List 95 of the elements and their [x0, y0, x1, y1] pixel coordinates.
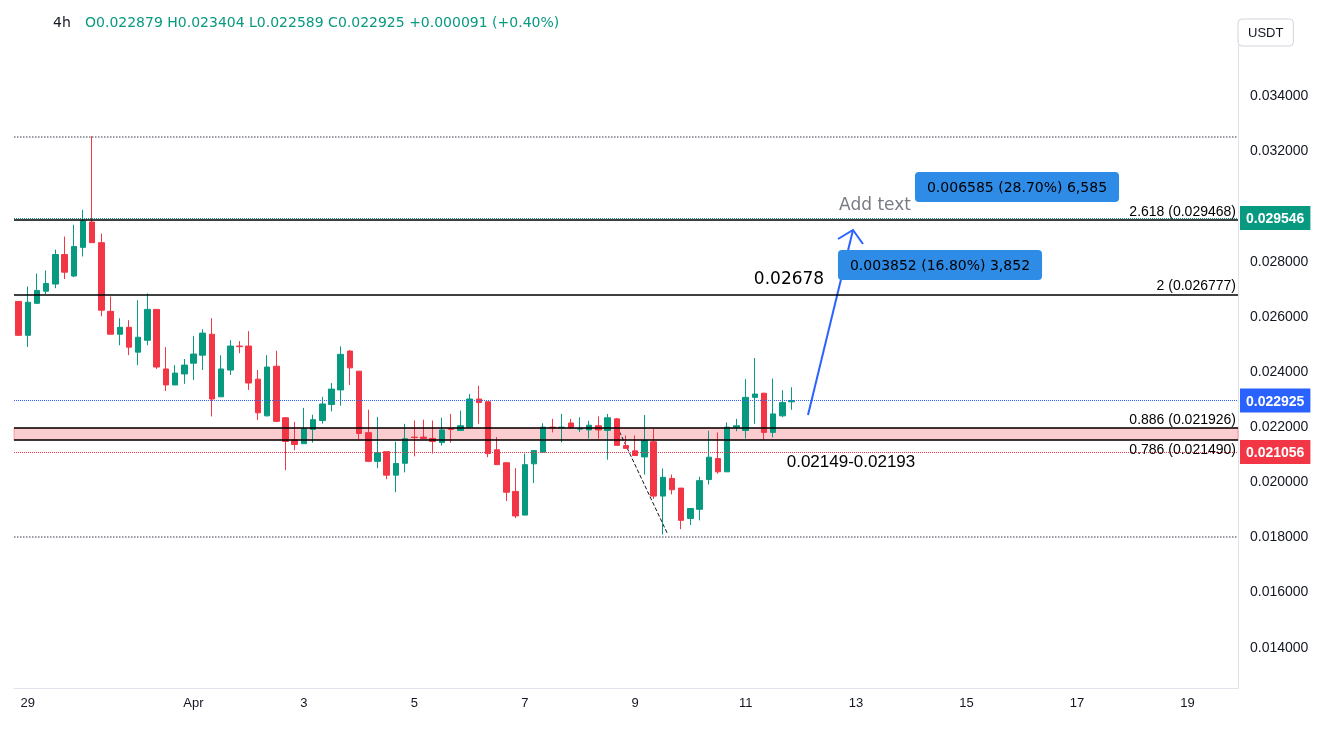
ref-line-label: 2.618 (0.029468): [1129, 203, 1236, 220]
x-tick-label: 3: [300, 695, 308, 710]
candlestick: [71, 224, 77, 278]
y-tick-label: 0.032000: [1250, 142, 1309, 159]
y-tick-label: 0.024000: [1250, 362, 1309, 379]
x-tick-label: 29: [20, 695, 36, 710]
x-tick-label: Apr: [183, 695, 205, 710]
x-tick-label: 11: [738, 695, 753, 710]
y-tick-label: 0.018000: [1250, 528, 1309, 545]
candlestick: [255, 369, 261, 421]
candlestick: [61, 236, 68, 280]
candlestick: [347, 349, 353, 386]
candlestick: [163, 346, 169, 392]
candlestick: [264, 354, 270, 417]
y-tick-label: 0.034000: [1250, 87, 1309, 104]
candlestick: [98, 233, 105, 317]
annotation: 0.006585 (28.70%) 6,585: [926, 179, 1108, 195]
y-tick-label: 0.026000: [1250, 307, 1309, 324]
chart-subtitle: O0.022879 H0.023404 L0.022589 C0.022925 +0.000091 (+0.40%): [85, 14, 560, 30]
candlestick: [15, 300, 22, 336]
candlestick: [724, 421, 730, 473]
x-tick-label: 19: [1180, 695, 1195, 710]
candlestick: [678, 487, 684, 530]
candlestick: [190, 335, 197, 381]
ref-line-label: 0.886 (0.021926): [1129, 411, 1236, 428]
x-tick-label: 9: [631, 695, 639, 710]
candlestick: [696, 476, 703, 521]
x-tick-label: 17: [1069, 695, 1085, 710]
x-tick-label: 7: [521, 695, 529, 710]
candlestick: [337, 345, 344, 407]
candlestick: [752, 357, 758, 425]
candlestick: [568, 418, 574, 430]
candlestick: [117, 317, 123, 346]
candlestick: [706, 430, 712, 485]
x-tick-label: 15: [959, 695, 974, 710]
candlestick: [733, 418, 740, 432]
y-axis-title: USDT: [1248, 25, 1284, 40]
candlestick: [476, 385, 482, 425]
candlestick: [742, 378, 749, 439]
y-tick-label: 0.014000: [1250, 638, 1309, 655]
candlestick: [172, 364, 178, 386]
ref-line-label: 0.786 (0.021490): [1129, 441, 1236, 458]
candlestick: [788, 386, 795, 411]
candlestick: [393, 441, 399, 493]
candlestick: [522, 453, 528, 516]
annotation: 0.003852 (16.80%) 3,852: [849, 257, 1031, 273]
candlestick: [448, 413, 454, 444]
annotation: Add text: [839, 194, 912, 214]
candlestick: [512, 467, 519, 519]
candlestick: [126, 319, 132, 356]
ref-line-label: 0.022925: [1246, 392, 1305, 409]
x-tick-label: 13: [848, 695, 864, 710]
candlestick: [623, 434, 629, 449]
candlestick: [779, 389, 786, 418]
y-tick-label: 0.028000: [1250, 252, 1309, 269]
candlestick: [209, 317, 215, 417]
candlestick: [107, 295, 114, 335]
y-tick-label: 0.022000: [1250, 418, 1309, 435]
candlestick: [420, 419, 427, 440]
candlestick: [328, 382, 335, 412]
candlestick: [245, 330, 252, 391]
candlestick: [144, 292, 151, 346]
y-tick-label: 0.016000: [1250, 583, 1309, 600]
candlestick: [52, 249, 59, 289]
candlestick: [89, 135, 95, 244]
candlestick: [641, 414, 648, 476]
candlestick: [531, 450, 537, 484]
annotation: 0.02678: [753, 268, 825, 288]
band-label: 0.02149-0.02193: [786, 451, 916, 471]
candlestick: [466, 393, 473, 428]
candlestick: [135, 299, 141, 366]
ref-line-label: 0.029546: [1246, 209, 1305, 226]
candlestick: [199, 328, 206, 371]
candlestick: [227, 339, 234, 376]
candlestick: [273, 350, 280, 423]
ref-line-label: 0.021056: [1246, 444, 1305, 461]
candlestick: [356, 370, 362, 440]
candlestick: [43, 270, 49, 295]
candlestick: [218, 354, 224, 398]
candlestick: [153, 308, 160, 370]
candlestick: [319, 396, 326, 425]
y-tick-label: 0.020000: [1250, 473, 1309, 490]
candlestick: [374, 416, 381, 469]
candlestick: [402, 423, 408, 473]
candlestick: [687, 507, 694, 526]
x-tick-label: 5: [410, 695, 418, 710]
candlestick: [503, 462, 510, 502]
candlestick: [181, 358, 188, 385]
ref-line-label: 2 (0.026777): [1156, 277, 1236, 294]
candlestick: [761, 392, 767, 441]
candlestick: [660, 468, 666, 535]
chart-title: 4h: [53, 14, 71, 30]
candlestick: [669, 474, 675, 495]
candlestick: [25, 286, 31, 348]
candlestick: [236, 340, 243, 354]
